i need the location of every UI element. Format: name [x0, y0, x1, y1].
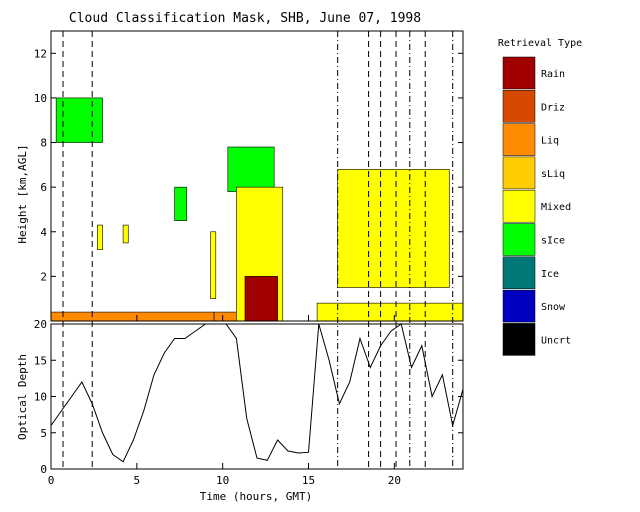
legend-label-mixed: Mixed — [541, 202, 571, 213]
x-tick-label: 20 — [388, 474, 401, 487]
legend-swatch-sliq — [502, 156, 536, 190]
top-y-tick-label: 8 — [40, 137, 47, 150]
mask-region-sice-5 — [227, 146, 275, 192]
bottom-y-tick-label: 10 — [34, 391, 47, 404]
x-tick-label: 10 — [216, 474, 229, 487]
top-y-tick-label: 6 — [40, 181, 47, 194]
legend-label-liq: Liq — [541, 136, 559, 147]
chart-title: Cloud Classification Mask, SHB, June 07,… — [69, 11, 421, 26]
x-axis-label: Time (hours, GMT) — [200, 490, 313, 503]
top-y-tick-label: 12 — [34, 47, 47, 60]
mask-region-mixed-2 — [316, 302, 464, 322]
legend-title: Retrieval Type — [498, 38, 582, 49]
legend: Retrieval Type Rain Driz Liq sLiq Mixed sIce I… — [498, 38, 582, 356]
mask-region-liq-0 — [50, 311, 215, 322]
optical-depth-line — [50, 323, 464, 463]
legend-swatch-uncrt — [502, 323, 536, 356]
legend-swatch-snow — [502, 289, 536, 323]
mask-region-rain-7 — [244, 276, 278, 322]
mask-region-mixed-8 — [337, 169, 450, 288]
legend-label-driz: Driz — [541, 102, 565, 113]
mask-region-sice-4 — [174, 186, 187, 221]
legend-swatch-sice — [502, 223, 536, 256]
legend-label-snow: Snow — [541, 302, 566, 313]
bottom-panel-frame — [50, 323, 464, 470]
bottom-y-tick-label: 5 — [40, 427, 47, 440]
legend-label-rain: Rain — [541, 69, 565, 80]
legend-label-sliq: sLiq — [541, 169, 565, 180]
x-tick-label: 0 — [48, 474, 55, 487]
legend-label-uncrt: Uncrt — [541, 335, 571, 346]
mask-region-sice-3 — [55, 97, 103, 143]
top-y-tick-label: 4 — [40, 226, 47, 239]
top-panel-frame — [50, 30, 464, 322]
legend-label-sice: sIce — [541, 236, 565, 247]
mask-region-mixed-10 — [122, 224, 129, 244]
x-tick-label: 5 — [134, 474, 141, 487]
bottom-y-tick-label: 0 — [40, 463, 47, 476]
top-y-tick-label: 2 — [40, 270, 47, 283]
legend-swatch-ice — [502, 256, 536, 290]
legend-swatch-liq — [502, 123, 536, 156]
optical-depth-panel: 0 5 10 15 20 0 5 10 15 20 — [34, 318, 464, 487]
mask-region-mixed-9 — [210, 231, 217, 299]
legend-swatch-driz — [502, 90, 536, 123]
bottom-y-tick-label: 15 — [34, 354, 47, 367]
bottom-y-axis-label: Optical Depth — [16, 354, 29, 440]
mask-region-mixed-11 — [97, 224, 103, 250]
legend-label-ice: Ice — [541, 269, 559, 280]
legend-swatch-rain — [502, 56, 536, 90]
top-y-tick-label: 10 — [34, 92, 47, 105]
top-y-axis-label: Height [km,AGL] — [16, 144, 29, 243]
x-tick-label: 15 — [302, 474, 315, 487]
bottom-y-tick-label: 20 — [34, 318, 47, 331]
mask-panel: 2 4 6 8 10 12 — [34, 30, 464, 469]
legend-swatch-mixed — [502, 189, 536, 223]
